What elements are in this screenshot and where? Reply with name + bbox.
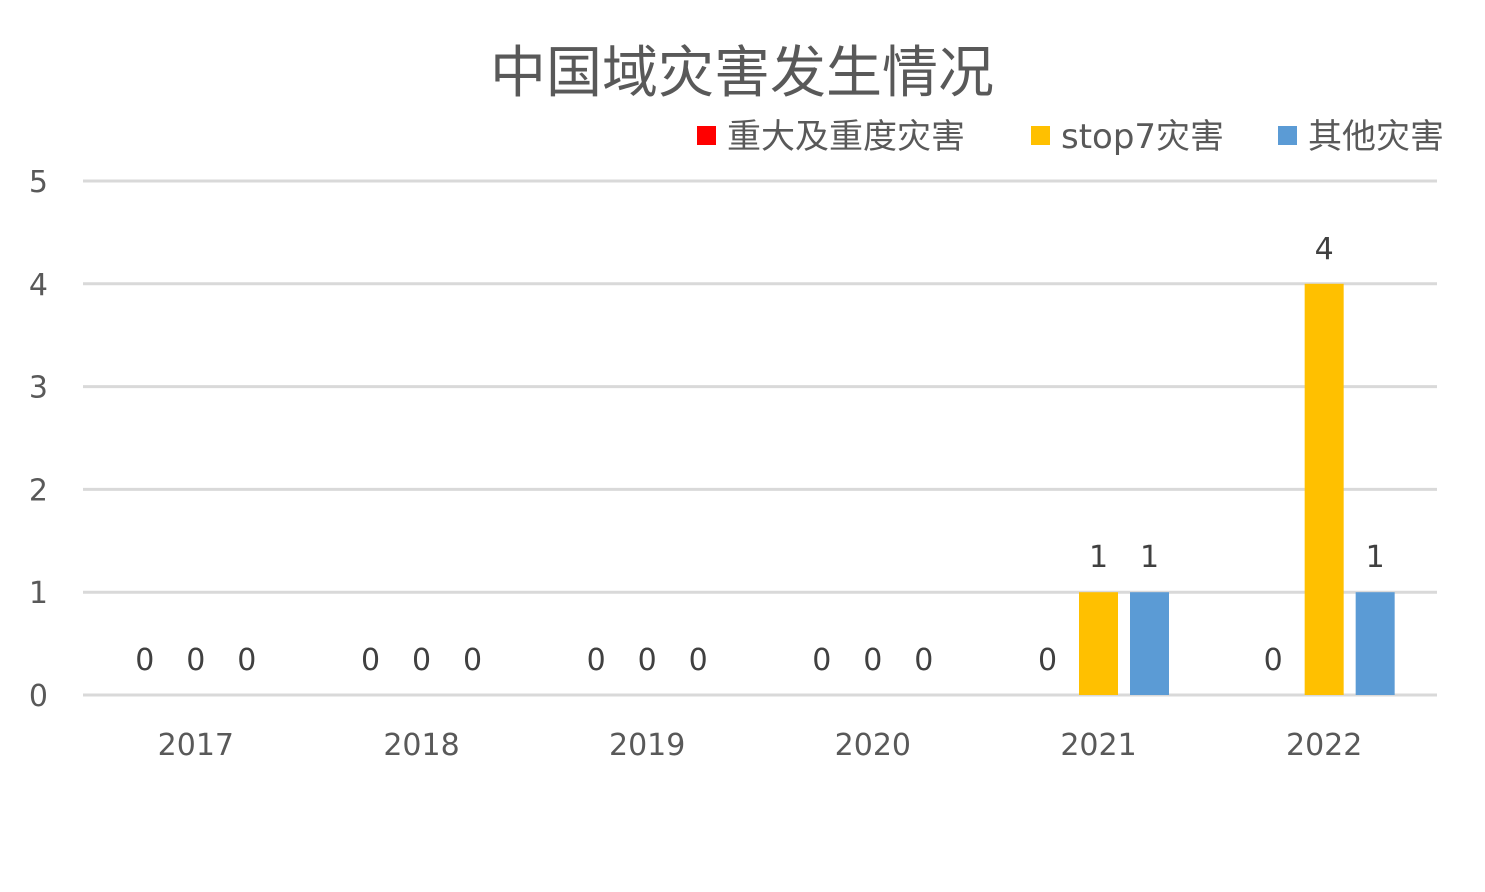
bar <box>1130 592 1169 695</box>
y-tick-label: 1 <box>29 576 48 611</box>
data-label: 0 <box>412 643 431 678</box>
x-tick-label: 2021 <box>1060 728 1136 763</box>
x-tick-label: 2022 <box>1286 728 1362 763</box>
y-axis: 0 1 2 3 4 5 <box>29 165 48 714</box>
legend-label: 重大及重度灾害 <box>727 117 965 157</box>
x-axis: 2017 2018 2019 2020 2021 2022 <box>158 728 1363 763</box>
gridlines <box>83 179 1437 697</box>
bar <box>1304 283 1344 695</box>
legend-swatch <box>1031 126 1050 145</box>
data-label: 1 <box>1089 540 1108 575</box>
data-label: 1 <box>1366 540 1385 575</box>
data-label: 1 <box>1140 540 1159 575</box>
data-label: 4 <box>1315 232 1334 267</box>
data-label: 0 <box>237 643 256 678</box>
x-tick-label: 2018 <box>383 728 459 763</box>
data-label: 0 <box>135 643 154 678</box>
legend-swatch <box>697 126 716 145</box>
bar <box>1079 592 1118 695</box>
y-tick-label: 2 <box>29 473 48 508</box>
data-label: 0 <box>638 643 657 678</box>
data-label: 0 <box>863 643 882 678</box>
y-tick-label: 3 <box>29 371 48 406</box>
y-tick-label: 0 <box>29 679 48 714</box>
x-tick-label: 2019 <box>609 728 685 763</box>
bars <box>1079 283 1395 695</box>
legend-swatch <box>1278 126 1297 145</box>
y-tick-label: 5 <box>29 165 48 200</box>
x-tick-label: 2020 <box>835 728 911 763</box>
data-label: 0 <box>812 643 831 678</box>
data-label: 0 <box>914 643 933 678</box>
chart-title: 中国域灾害发生情况 <box>490 41 994 106</box>
data-label: 0 <box>361 643 380 678</box>
data-label: 0 <box>689 643 708 678</box>
x-tick-label: 2017 <box>158 728 234 763</box>
data-label: 0 <box>463 643 482 678</box>
data-label: 0 <box>186 643 205 678</box>
legend: 重大及重度灾害 stop7灾害 其他灾害 <box>697 117 1444 157</box>
bar <box>1355 592 1395 695</box>
legend-label: 其他灾害 <box>1308 117 1444 157</box>
legend-label: stop7灾害 <box>1061 117 1224 157</box>
y-tick-label: 4 <box>29 268 48 303</box>
data-label: 0 <box>1264 643 1283 678</box>
data-label: 0 <box>587 643 606 678</box>
data-label: 0 <box>1038 643 1057 678</box>
